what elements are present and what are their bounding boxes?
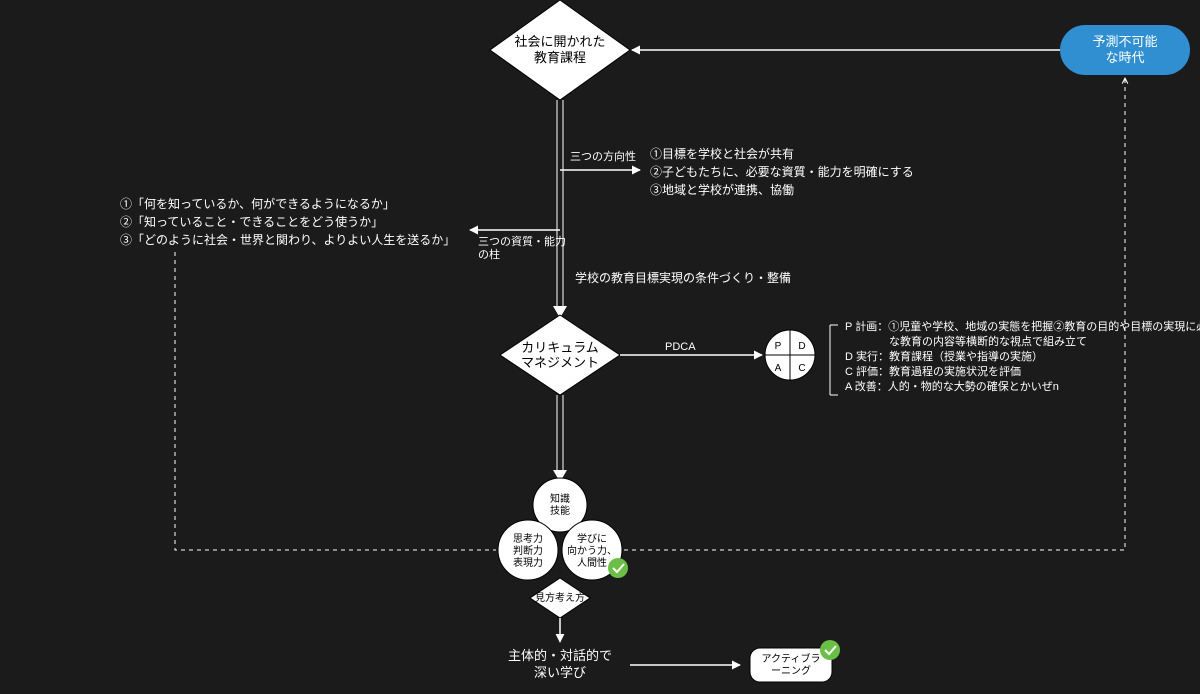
qualities-line1: ①「何を知っているか、何ができるようになるか」 [120,196,395,211]
edge-open-down2 [557,170,563,230]
open-curriculum-line1: 社会に開かれた [514,34,605,49]
attitude-l3: 人間性 [577,556,607,569]
mgmt-line2: マネジメント [521,355,599,370]
curriculum-mgmt-node: カリキュラム マネジメント [500,315,620,395]
edge-mgmt-down [553,395,567,482]
edge-open-down [557,100,563,170]
skills-cluster: 知識 技能 思考力 判断力 表現力 学びに 向かう力、 人間性 [498,478,628,580]
era-line1: 予測不可能 [1092,34,1157,49]
thinking-l3: 表現力 [513,556,543,569]
check-badge-attitude [608,558,628,578]
pdca-a: A [775,363,782,374]
mgmt-line1: カリキュラム [521,340,599,355]
deep-learning-l2: 深い学び [534,665,586,680]
pdca-detail-l3: C 評価：教育過程の実施状況を評価 [845,364,1021,378]
knowledge-l2: 技能 [550,504,570,517]
pdca-p: P [775,341,782,352]
pdca-c: C [798,363,805,374]
pdca-detail-l1: P 計画：①児童や学校、地域の実態を把握②教育の目的や目標の実現に必要 [845,319,1200,333]
era-line2: な時代 [1105,50,1144,65]
pdca-detail: P 計画：①児童や学校、地域の実態を把握②教育の目的や目標の実現に必要 な教育の… [830,319,1200,395]
label-qualities-l1: 三つの資質・能力 [478,234,566,248]
directions-line3: ③地域と学校が連携、協働 [650,182,794,197]
label-conditions: 学校の教育目標実現の条件づくり・整備 [575,270,791,285]
thinking-l1: 思考力 [513,532,543,545]
deep-learning-l1: 主体的・対話的で [508,648,612,663]
attitude-l1: 学びに [577,532,607,545]
view-think-label: 見方考え方 [535,591,585,604]
dashed-qualities-to-thinking [175,252,496,550]
label-qualities-l2: の柱 [478,247,500,261]
qualities-line3: ③「どのように社会・世界と関わり、よりよい人生を送るか」 [120,232,455,247]
check-badge-active [820,640,840,660]
knowledge-l1: 知識 [550,492,570,505]
directions-line2: ②子どもたちに、必要な資質・能力を明確にする [650,164,914,179]
qualities-annotation: ①「何を知っているか、何ができるようになるか」 ②「知っていること・できることを… [120,196,455,247]
active-learning-l1: アクティブラ [762,652,821,665]
pdca-detail-l2: D 実行：教育課程（授業や指導の実施） [845,349,1043,363]
pdca-d: D [798,341,805,352]
deep-learning-node: 主体的・対話的で 深い学び [508,648,612,680]
active-learning-l2: ーニング [771,664,811,677]
pdca-circle: P D A C [765,330,815,380]
pdca-detail-l1b: な教育の内容等横断的な視点で組み立て [845,334,1087,348]
open-curriculum-node: 社会に開かれた 教育課程 [490,0,630,100]
era-node: 予測不可能 な時代 [1060,25,1190,75]
directions-annotation: ①目標を学校と社会が共有 ②子どもたちに、必要な資質・能力を明確にする ③地域と… [650,146,914,197]
label-pdca: PDCA [665,341,696,353]
view-think-node: 見方考え方 [530,578,590,618]
attitude-l2: 向かう力、 [567,544,617,557]
qualities-line2: ②「知っていること・できることをどう使うか」 [120,214,383,229]
label-three-directions: 三つの方向性 [570,149,636,163]
directions-line1: ①目標を学校と社会が共有 [650,146,794,161]
active-learning-node: アクティブラ ーニング [750,640,840,682]
pdca-detail-l4: A 改善：人的・物的な大勢の確保とかいぜn [845,379,1059,393]
thinking-l2: 判断力 [513,544,543,557]
open-curriculum-line2: 教育課程 [534,50,586,65]
